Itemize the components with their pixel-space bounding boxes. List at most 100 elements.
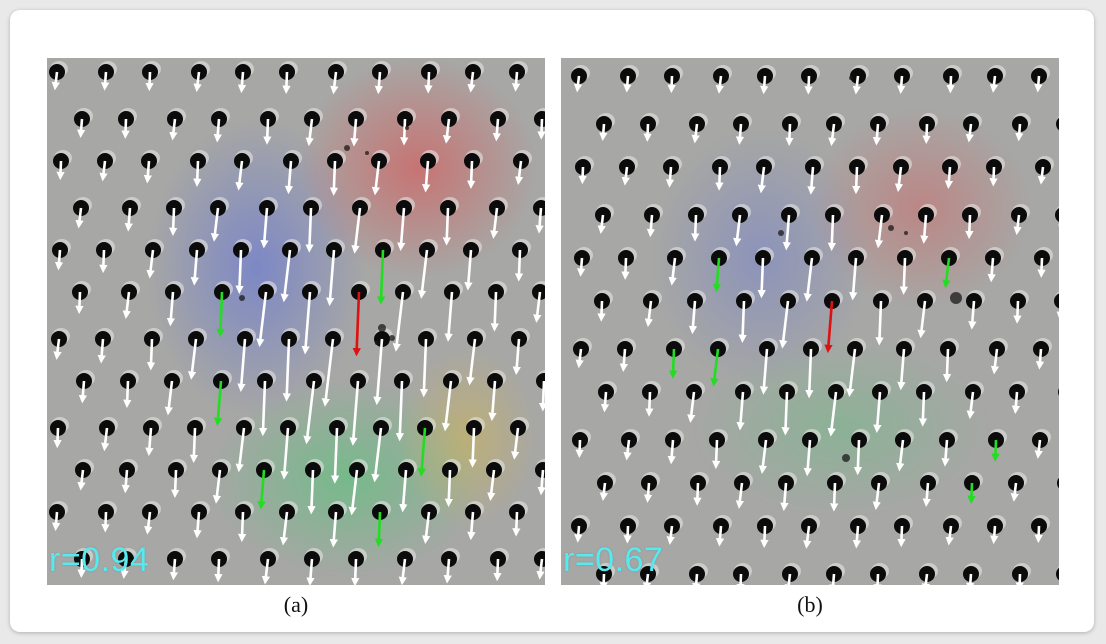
a-displacement-arrow [237,511,247,543]
a-displacement-arrow [282,71,291,94]
b-displacement-arrow [941,439,950,467]
a-displacement-arrow [441,380,453,432]
a-displacement-arrow [212,469,222,504]
b-displacement-arrow [965,214,974,240]
b-displacement-arrow [757,166,766,194]
a-displacement-arrow [280,427,290,480]
a-displacement-arrow [373,338,384,406]
a-displacement-arrow [442,207,451,246]
a-displacement-arrow [146,249,155,279]
a-displacement-arrow [120,558,129,579]
a-displacement-arrow [256,291,268,348]
a-displacement-arrow [77,558,86,578]
a-displacement-arrow [97,338,106,364]
b-displacement-arrow [1034,439,1043,459]
b-displacement-arrow [966,391,975,420]
b-displacement-arrow [874,214,884,249]
b-displacement-arrow [691,123,700,144]
b-debris [842,454,850,462]
a-displacement-arrow [417,427,427,477]
b-displacement-arrow [830,482,839,512]
b-displacement-arrow [965,123,974,143]
b-displacement-arrow [846,348,857,397]
a-displacement-arrow [490,291,499,332]
b-displacement-arrow [897,75,906,95]
a-displacement-arrow [424,71,433,94]
b-displacement-arrow [990,348,1000,375]
b-displacement-arrow [990,525,999,545]
b-displacement-arrow [573,75,583,93]
a-displacement-arrow [512,338,521,376]
b-displacement-arrow [600,391,610,413]
a-displacement-arrow [329,160,339,196]
b-displacement-arrow [623,439,632,461]
a-displacement-arrow [537,118,545,140]
b-displacement-arrow [827,214,837,252]
a-displacement-arrow [237,71,247,94]
a-displacement-arrow [54,249,64,271]
b-displacement-arrow [781,391,790,436]
b-displacement-arrow [1015,123,1024,142]
b-displacement-arrow [779,300,790,349]
panel-b-correlation-label: r=0.67 [563,541,664,579]
a-displacement-arrow [421,160,431,193]
b-displacement-arrow [875,300,884,346]
b-displacement-arrow [852,166,861,195]
b-displacement-arrow [872,123,882,146]
b-displacement-arrow [968,300,977,330]
b-displacement-arrow [760,525,769,549]
b-hole [1054,293,1059,309]
b-displacement-arrow [757,257,766,299]
a-displacement-arrow [78,380,88,404]
b-displacement-arrow [623,75,632,93]
b-displacement-arrow [712,439,721,470]
b-displacement-arrow [942,348,952,383]
b-displacement-arrow [1034,525,1043,544]
b-displacement-arrow [780,482,789,512]
a-displacement-arrow [213,118,222,143]
a-displacement-arrow [443,558,452,584]
b-displacement-arrow [619,348,628,372]
a-displacement-arrow [261,558,271,585]
b-displacement-arrow [577,257,586,277]
a-displacement-arrow [305,118,314,147]
b-displacement-arrow [642,573,652,585]
a-displacement-arrow [101,71,110,91]
a-displacement-arrow [171,469,180,499]
b-displacement-arrow [688,300,698,335]
b-displacement-arrow [693,482,702,506]
b-displacement-arrow [807,166,816,195]
a-displacement-arrow [301,291,312,355]
a-displacement-arrow [511,427,520,460]
a-displacement-arrow [284,160,294,195]
b-displacement-arrow [918,391,928,427]
b-displacement-arrow [894,166,904,193]
a-displacement-arrow [193,160,202,187]
b-displacement-arrow [715,75,724,94]
b-displacement-arrow [1013,214,1022,236]
b-hole [1056,567,1059,581]
a-displacement-arrow [144,511,153,535]
b-displacement-arrow [667,75,676,94]
b-displacement-arrow [782,214,791,251]
b-color-tint [691,338,991,518]
b-displacement-arrow [853,439,863,476]
b-displacement-arrow [738,300,747,343]
a-displacement-arrow [193,511,202,539]
b-displacement-arrow [897,525,906,548]
a-displacement-arrow [392,291,405,352]
b-displacement-arrow [691,214,700,242]
b-displacement-arrow [692,573,701,585]
b-displacement-arrow [945,525,954,546]
a-displacement-arrow [492,118,502,142]
b-displacement-arrow [1037,257,1046,278]
a-displacement-arrow [235,249,244,295]
a-displacement-arrow [493,558,502,582]
a-displacement-arrow [348,469,359,516]
a-displacement-arrow [538,380,545,412]
a-displacement-arrow [187,338,198,380]
a-displacement-arrow [280,249,292,303]
a-displacement-arrow [371,427,383,483]
b-displacement-arrow [989,166,998,187]
a-displacement-arrow [169,118,178,141]
